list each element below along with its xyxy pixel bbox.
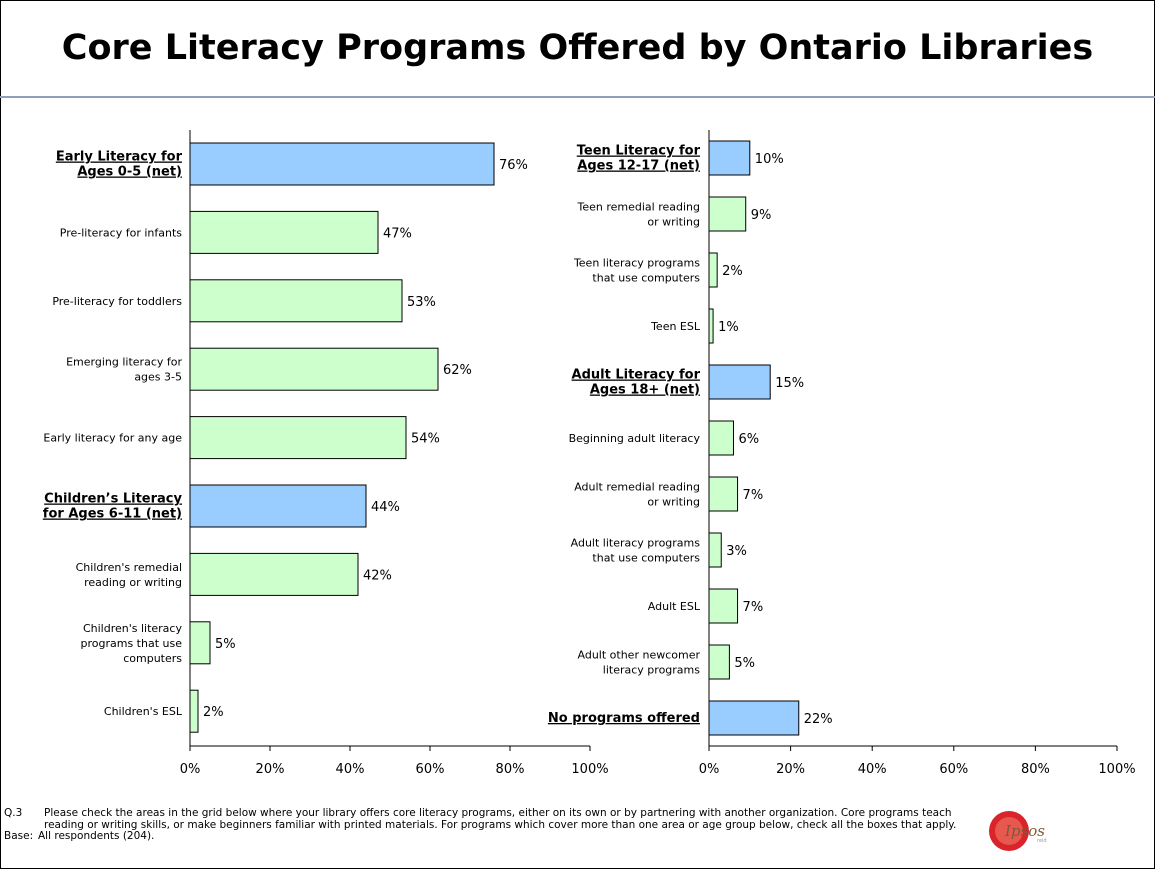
left-bar	[189, 621, 211, 665]
title-divider	[0, 96, 1155, 98]
right-x-tick-label: 0%	[699, 762, 720, 777]
right-value-label: 3%	[726, 544, 747, 559]
right-x-tick-label: 80%	[1021, 762, 1050, 777]
right-bar	[708, 420, 734, 456]
left-value-label: 5%	[215, 637, 236, 652]
left-x-tick-label: 80%	[496, 762, 525, 777]
right-x-tick-label: 60%	[939, 762, 968, 777]
right-value-label: 2%	[722, 264, 743, 279]
left-value-label: 44%	[371, 500, 400, 515]
right-value-label: 1%	[718, 320, 739, 335]
right-value-label: 7%	[743, 600, 764, 615]
right-category-label: Teen ESL	[650, 320, 701, 333]
left-bar	[189, 552, 359, 596]
right-bar	[708, 532, 722, 568]
left-category-label: Early literacy for any age	[43, 432, 182, 445]
right-category-label: Teen remedial reading or writing	[577, 201, 701, 229]
left-value-label: 2%	[203, 705, 224, 720]
right-category-label: Beginning adult literacy	[569, 432, 701, 445]
svg-text:reid: reid	[1037, 838, 1047, 844]
left-category-label: Emerging literacy for ages 3-5	[66, 356, 182, 384]
right-x-tick-label: 20%	[776, 762, 805, 777]
right-bar	[708, 364, 771, 400]
right-bar	[708, 644, 730, 680]
left-value-label: 76%	[499, 158, 528, 173]
right-x-tick-label: 40%	[858, 762, 887, 777]
right-category-label: Adult literacy programs that use computer…	[571, 537, 701, 565]
right-bar	[708, 196, 747, 232]
left-bar	[189, 142, 495, 186]
left-bar	[189, 210, 379, 254]
right-value-label: 15%	[775, 376, 804, 391]
right-value-label: 6%	[738, 432, 759, 447]
left-category-label: Early Literacy for Ages 0-5 (net)	[56, 150, 183, 180]
right-category-label: Adult remedial reading or writing	[574, 481, 700, 509]
left-x-tick-label: 60%	[416, 762, 445, 777]
right-value-label: 22%	[804, 712, 833, 727]
left-category-label: Children's ESL	[104, 705, 183, 718]
right-category-label: No programs offered	[548, 711, 700, 726]
left-x-tick-label: 100%	[571, 762, 608, 777]
left-chart: 0% 20% 40% 60% 80% 100% 76% Early Literacy for A…	[43, 130, 609, 777]
right-bar	[708, 140, 751, 176]
left-category-label: Pre-literacy for infants	[60, 226, 183, 239]
left-bar	[189, 689, 199, 733]
left-category-label: Children's literacy programs that use comp…	[81, 622, 183, 665]
footnote: Q.3 Please check the areas in the grid b…	[4, 807, 984, 843]
right-value-label: 10%	[755, 152, 784, 167]
right-category-label: Adult other newcomer literacy programs	[578, 649, 701, 677]
left-bar	[189, 347, 439, 391]
question-text: Please check the areas in the grid below…	[44, 807, 957, 831]
left-bar	[189, 484, 367, 528]
left-x-tick-label: 20%	[256, 762, 285, 777]
left-value-label: 54%	[411, 432, 440, 447]
right-bar	[708, 252, 718, 288]
right-value-label: 9%	[751, 208, 772, 223]
left-category-label: Children's remedial reading or writing	[76, 561, 182, 589]
left-x-tick-label: 40%	[336, 762, 365, 777]
question-key: Q.3	[4, 807, 23, 819]
right-chart: 0% 20% 40% 60% 80% 100% 10% Teen Literacy for Ag…	[548, 130, 1136, 777]
left-value-label: 42%	[363, 568, 392, 583]
left-category-label: Children’s Literacy for Ages 6-11 (net)	[43, 492, 183, 522]
right-category-label: Adult Literacy for Ages 18+ (net)	[572, 368, 701, 398]
right-category-label: Teen literacy programs that use computers	[573, 257, 700, 285]
right-bar	[708, 588, 739, 624]
right-value-label: 7%	[743, 488, 764, 503]
right-bar	[708, 476, 739, 512]
right-category-label: Adult ESL	[648, 600, 701, 613]
left-value-label: 53%	[407, 295, 436, 310]
right-x-tick-label: 100%	[1098, 762, 1135, 777]
left-bar	[189, 279, 403, 323]
left-bar	[189, 416, 407, 460]
left-category-label: Pre-literacy for toddlers	[52, 295, 182, 308]
left-x-tick-label: 0%	[180, 762, 201, 777]
right-category-label: Teen Literacy for Ages 12-17 (net)	[577, 144, 701, 174]
base-text: All respondents (204).	[38, 830, 155, 842]
page-title: Core Literacy Programs Offered by Ontari…	[61, 28, 1094, 68]
left-value-label: 62%	[443, 363, 472, 378]
ipsos-logo: Ipsos reid	[989, 811, 1047, 851]
left-value-label: 47%	[383, 226, 412, 241]
base-key: Base:	[4, 830, 34, 842]
right-bar	[708, 308, 714, 344]
logo-lettering: Ipsos	[1004, 822, 1045, 840]
right-bar	[708, 700, 800, 736]
right-value-label: 5%	[734, 656, 755, 671]
